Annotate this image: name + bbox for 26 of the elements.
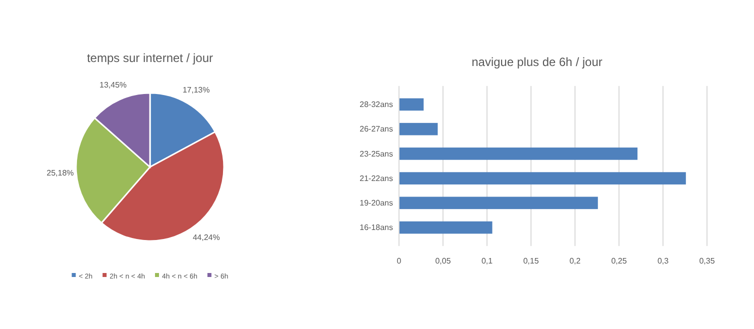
data-label: 13,45% xyxy=(100,80,127,90)
data-label: 17,13% xyxy=(182,86,210,95)
x-tick-label: 0,35 xyxy=(699,256,716,266)
data-label: 44,24% xyxy=(192,233,220,242)
x-tick-label: 0,1 xyxy=(481,256,494,266)
y-tick-label: 19-20ans xyxy=(360,198,393,208)
y-tick-label: 21-22ans xyxy=(360,174,393,183)
x-tick-label: 0,15 xyxy=(523,256,540,266)
y-tick-label: 23-25ans xyxy=(360,149,393,158)
bar xyxy=(399,98,424,111)
bar xyxy=(399,148,638,160)
x-tick-label: 0,25 xyxy=(611,256,628,266)
y-tick-label: 26-27ans xyxy=(360,124,393,134)
x-tick-label: 0,2 xyxy=(569,256,582,266)
bar xyxy=(399,172,686,184)
x-tick-label: 0,3 xyxy=(657,256,670,266)
bar xyxy=(399,196,598,210)
y-tick-label: 16-18ans xyxy=(360,223,393,232)
x-tick-label: 0 xyxy=(396,256,402,266)
data-label: 25,18% xyxy=(46,168,74,178)
bar xyxy=(399,221,492,234)
y-tick-label: 28-32ans xyxy=(360,100,393,110)
bar xyxy=(399,122,438,136)
chart-title: temps sur internet / jour xyxy=(86,51,214,65)
x-tick-label: 0,05 xyxy=(435,256,452,266)
chart-title: navigue plus de 6h / jour xyxy=(472,55,602,69)
